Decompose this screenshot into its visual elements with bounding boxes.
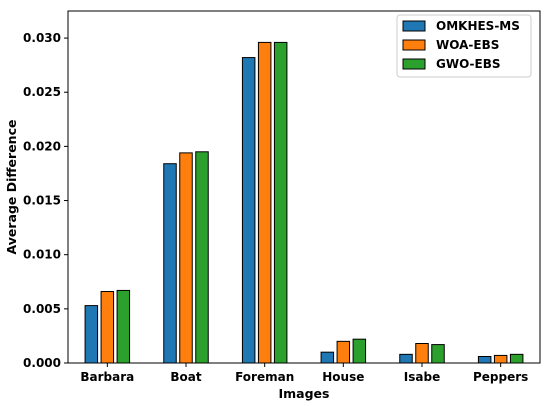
bar-omkhes-ms-boat <box>163 163 177 364</box>
bar-gwo-ebs-peppers <box>509 353 524 364</box>
bar-gwo-ebs-barbara <box>116 289 131 364</box>
y-axis-title: Average Difference <box>4 120 19 255</box>
y-axis-ticks: 0.000 0.005 0.010 0.015 0.020 0.025 0.030 <box>23 31 68 370</box>
y-tick-label: 0.000 <box>23 356 61 370</box>
bar-gwo-ebs-isabe <box>431 344 445 364</box>
legend-label-gwo-ebs: GWO-EBS <box>436 57 500 71</box>
legend-label-omkhes-ms: OMKHES-MS <box>436 19 520 33</box>
legend-swatch-gwo-ebs <box>402 58 426 70</box>
x-tick-label-peppers: Peppers <box>473 370 528 384</box>
x-tick-label-barbara: Barbara <box>80 370 134 384</box>
legend: OMKHES-MS WOA-EBS GWO-EBS <box>396 14 532 78</box>
bars-group <box>84 41 524 364</box>
bar-woa-ebs-foreman <box>257 41 272 364</box>
x-axis-title: Images <box>279 386 330 401</box>
y-tick-label: 0.020 <box>23 139 61 153</box>
bar-woa-ebs-house <box>336 340 351 364</box>
x-tick-label-foreman: Foreman <box>235 370 294 384</box>
x-tick-label-house: House <box>322 370 364 384</box>
y-tick-label: 0.015 <box>23 194 61 208</box>
legend-swatch-omkhes-ms <box>402 20 426 32</box>
bar-omkhes-ms-peppers <box>477 356 492 364</box>
bar-omkhes-ms-isabe <box>399 353 413 364</box>
plot-frame <box>67 10 541 364</box>
legend-box <box>396 14 532 78</box>
bar-omkhes-ms-barbara <box>84 305 99 364</box>
bar-gwo-ebs-boat <box>195 151 209 364</box>
bar-woa-ebs-peppers <box>493 354 508 364</box>
legend-swatch-woa-ebs <box>402 39 426 51</box>
y-tick-label: 0.005 <box>23 302 61 316</box>
x-tick-label-isabe: Isabe <box>404 370 440 384</box>
bar-woa-ebs-isabe <box>415 343 429 364</box>
x-tick-label-boat: Boat <box>170 370 201 384</box>
y-tick-label: 0.010 <box>23 248 61 262</box>
y-tick-label: 0.030 <box>23 31 61 45</box>
bar-woa-ebs-boat <box>179 152 193 364</box>
bar-gwo-ebs-house <box>352 338 367 364</box>
bar-woa-ebs-barbara <box>100 291 115 364</box>
y-tick-label: 0.025 <box>23 85 61 99</box>
bar-omkhes-ms-house <box>320 351 335 364</box>
x-axis-ticks: Barbara Boat Foreman House Isabe Peppers <box>80 363 528 384</box>
bar-gwo-ebs-foreman <box>273 41 288 364</box>
legend-label-woa-ebs: WOA-EBS <box>436 38 499 52</box>
bar-omkhes-ms-foreman <box>241 57 256 364</box>
